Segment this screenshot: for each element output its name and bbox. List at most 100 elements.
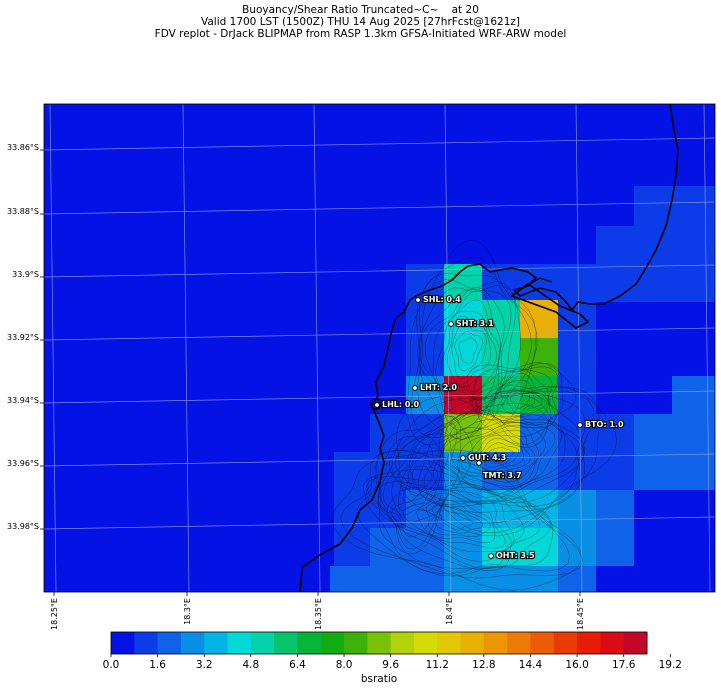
contour-line [502, 384, 543, 417]
grid-cell [406, 338, 444, 376]
lon-gridline [49, 104, 57, 592]
station-marker [577, 422, 583, 428]
contour-line [365, 457, 554, 574]
contour-line [411, 256, 538, 438]
lat-gridline [44, 390, 715, 404]
colorbar-segment [344, 632, 368, 654]
contour-line [447, 316, 492, 385]
contour-line [457, 424, 539, 483]
map-title: Buoyancy/Shear Ratio Truncated~C~ at 20 … [0, 4, 721, 40]
station-label: TMT: 3.7 [483, 471, 522, 480]
colorbar-tick-label: 17.6 [612, 659, 636, 671]
grid-cell [482, 566, 520, 592]
coastline-path [299, 104, 679, 592]
contour-line [376, 415, 473, 555]
contour-line [391, 488, 512, 552]
contour-line [450, 422, 546, 487]
contour-line [423, 403, 585, 503]
grid-cell [406, 528, 444, 566]
contour-line [492, 373, 550, 421]
contour-line [507, 388, 535, 414]
colorbar-segment [413, 632, 438, 654]
contour-line [475, 368, 556, 429]
contour-line [454, 331, 483, 371]
colorbar-tick-label: 19.2 [659, 659, 682, 671]
station-label: SHL: 0.4 [423, 295, 461, 304]
lat-label: 33.9°S [12, 270, 39, 279]
station-marker [412, 385, 418, 391]
station-marker [476, 460, 482, 466]
contour-line [386, 486, 515, 562]
contour-line [366, 476, 541, 571]
colorbar-segment [274, 632, 298, 654]
lat-gridline [44, 516, 715, 530]
lat-label: 33.86°S [7, 143, 39, 152]
colorbar-segment [111, 632, 135, 654]
contour-line [496, 379, 548, 418]
contour-line [396, 385, 618, 537]
lat-label: 33.92°S [7, 333, 39, 342]
grid-cell [520, 528, 558, 566]
station-label: LHL: 0.0 [382, 400, 419, 409]
contour-line [509, 392, 531, 409]
lat-gridline [44, 201, 715, 215]
station-marker [374, 402, 380, 408]
colorbar-segment [553, 632, 578, 654]
lon-label: 18.25°E [50, 598, 59, 630]
contour-line [488, 447, 514, 464]
grid-cell [596, 490, 634, 528]
colorbar-segment [623, 632, 648, 654]
colorbar-segment [134, 632, 158, 654]
grid-cell [672, 376, 715, 414]
contour-line [395, 390, 586, 513]
contour-line [378, 422, 457, 538]
colorbar-segment [367, 632, 392, 654]
contour-line [409, 389, 582, 508]
lat-label: 33.96°S [7, 459, 39, 468]
contour-line [417, 273, 532, 440]
grid-cell [634, 414, 715, 452]
lon-label: 18.3°E [183, 598, 192, 625]
grid-cell [558, 264, 596, 300]
grid-cell [406, 300, 444, 338]
contour-line [391, 436, 444, 516]
grid-cell [444, 566, 482, 592]
title-line-2: Valid 1700 LST (1500Z) THU 14 Aug 2025 [… [201, 16, 520, 28]
contour-line [402, 489, 506, 549]
lat-gridline [44, 264, 715, 278]
colorbar-tick-label: 3.2 [196, 659, 213, 671]
grid-cell [596, 452, 634, 490]
contour-line [363, 468, 551, 569]
colorbar-tick-label: 12.8 [472, 659, 495, 671]
grid-cell [330, 566, 370, 592]
grid-cell [370, 414, 406, 452]
lon-gridline [313, 104, 321, 592]
contour-line [468, 434, 531, 474]
grid-cell [634, 186, 715, 226]
contour-line [435, 299, 501, 392]
colorbar-frame [110, 631, 648, 655]
lat-label: 33.98°S [7, 522, 39, 531]
colorbar-segment [460, 632, 485, 654]
lon-gridline [703, 104, 711, 592]
colorbar-tick-label: 14.4 [519, 659, 543, 671]
contour-line [391, 386, 600, 533]
lon-gridline [444, 104, 452, 592]
lon-gridline [575, 104, 583, 592]
colorbar-segment [483, 632, 508, 654]
colorbar-segment [250, 632, 275, 654]
grid-cell [370, 566, 406, 592]
grid-cell [520, 414, 558, 452]
grid-cell [634, 452, 715, 490]
grid-cell [558, 528, 596, 566]
grid-cell [520, 490, 558, 528]
grid-cell [334, 528, 370, 566]
title-line-1: Buoyancy/Shear Ratio Truncated~C~ at 20 [242, 4, 479, 16]
grid-cell [558, 338, 596, 376]
lat-gridline [44, 327, 715, 341]
station-marker [460, 455, 466, 461]
colorbar-segment [437, 632, 461, 654]
